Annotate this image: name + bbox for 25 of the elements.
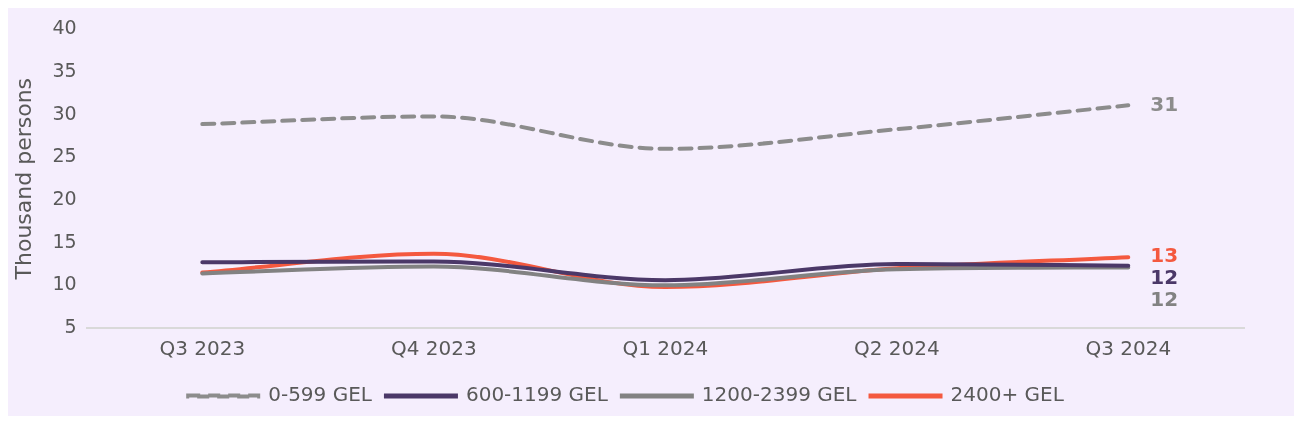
x-tick-label: Q4 2023 [390,336,477,361]
x-tick-label: Q1 2024 [622,336,709,361]
y-tick-label: 40 [52,16,77,39]
line-series [200,264,1131,288]
data-label: 12 [1150,265,1179,290]
legend-label: 0-599 GEL [268,382,373,407]
line-series [200,103,1131,151]
y-tick-label: 5 [64,314,77,337]
x-tick-label: Q3 2023 [159,336,246,361]
y-tick-label: 35 [52,58,77,81]
y-tick-label: 15 [52,229,77,252]
legend-label: 2400+ GEL [950,382,1065,407]
legend-label: 600-1199 GEL [465,382,609,407]
y-tick-label: 10 [52,272,77,295]
data-label: 12 [1150,287,1179,312]
line-series [200,259,1131,283]
data-label: 31 [1150,91,1179,116]
legend-label: 1200-2399 GEL [701,382,858,407]
y-axis-title: Thousand persons [10,77,36,281]
y-tick-label: 20 [52,186,77,209]
x-tick-label: Q2 2024 [853,336,940,361]
y-tick-label: 25 [52,144,77,167]
x-tick-label: Q3 2024 [1085,336,1172,361]
data-label: 13 [1150,243,1179,268]
y-tick-label: 30 [52,101,77,124]
